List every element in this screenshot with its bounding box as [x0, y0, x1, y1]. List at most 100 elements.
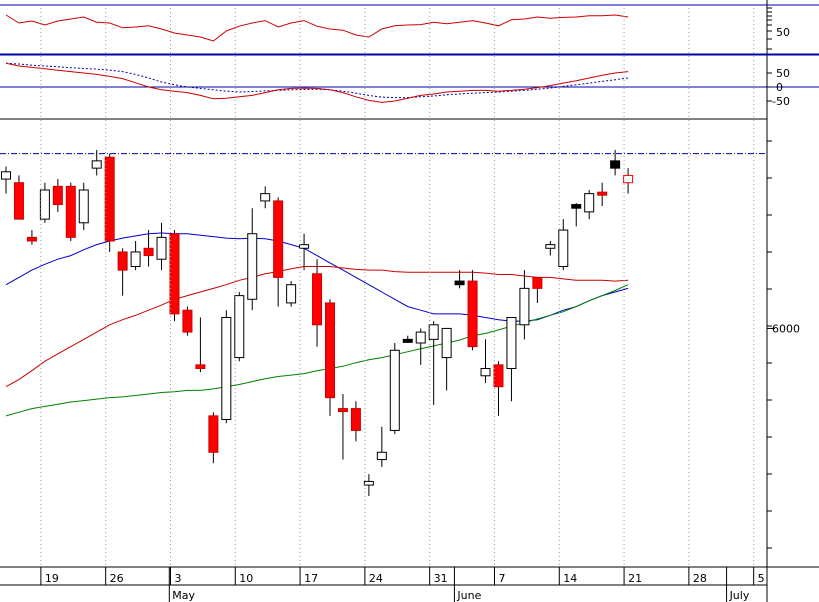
candle-body	[571, 204, 582, 209]
candle-body	[39, 189, 50, 220]
day-tick-label: 28	[693, 572, 707, 585]
candle-body	[467, 280, 478, 348]
candle-body	[247, 233, 258, 300]
mid-panel-tick-label: 0	[776, 81, 783, 94]
day-tick-label: 31	[434, 572, 448, 585]
candle	[247, 208, 258, 311]
candle-body	[558, 229, 569, 267]
mid-panel-tick-label: 50	[776, 67, 790, 80]
candle	[402, 335, 413, 343]
candle	[208, 412, 219, 464]
candle	[441, 327, 452, 391]
day-tick-label: 21	[628, 572, 642, 585]
day-tick-label: 7	[498, 572, 505, 585]
candle-body	[506, 317, 517, 369]
candle-body	[532, 276, 543, 289]
candle	[91, 149, 102, 176]
candle-body	[260, 193, 271, 202]
candle-body	[104, 156, 115, 242]
candle-body	[480, 368, 491, 377]
candle	[169, 230, 180, 322]
candle-body	[519, 287, 530, 326]
candle-body	[325, 302, 335, 399]
candle-body	[91, 160, 102, 169]
month-label: May	[172, 589, 195, 602]
candle	[454, 270, 465, 289]
candle-body	[299, 244, 310, 249]
candle	[130, 241, 141, 271]
candle-body	[428, 324, 439, 340]
candle	[117, 248, 128, 296]
candle	[337, 394, 348, 460]
day-tick-label: 10	[239, 572, 253, 585]
candle-body	[221, 317, 232, 420]
mid-oscillator-line	[5, 62, 629, 103]
month-label: July	[729, 589, 750, 602]
day-tick-label: 17	[304, 572, 318, 585]
candle	[273, 197, 284, 307]
candle-body	[286, 284, 297, 304]
candle-body	[493, 364, 504, 388]
candle-body	[376, 451, 387, 461]
top-oscillator-line	[5, 14, 629, 42]
candle-body	[52, 185, 63, 206]
candle	[143, 230, 154, 267]
candle-body	[337, 408, 348, 413]
candle	[299, 233, 310, 271]
candle	[597, 182, 608, 207]
candle-body	[402, 338, 413, 343]
candle	[415, 328, 426, 365]
candle	[182, 306, 193, 336]
candle-body	[65, 185, 76, 238]
candle	[1, 166, 11, 194]
candle	[363, 474, 374, 496]
candle	[480, 339, 491, 384]
candle	[532, 276, 543, 303]
candle	[260, 186, 271, 209]
candle	[389, 343, 400, 435]
candle	[104, 153, 115, 252]
day-tick-label: 5	[758, 572, 765, 585]
candle-body	[597, 191, 608, 196]
candle-body	[545, 244, 556, 249]
candle-body	[143, 247, 154, 257]
candle	[519, 270, 530, 340]
candle-body	[234, 295, 245, 359]
month-label: June	[456, 589, 481, 602]
candle-body	[195, 364, 206, 370]
candle-body	[415, 331, 426, 344]
candle-body	[130, 251, 141, 268]
candle-body	[1, 171, 11, 180]
candle-body	[441, 327, 452, 359]
day-tick-label: 3	[174, 572, 181, 585]
candle	[65, 182, 76, 241]
day-tick-label: 19	[45, 572, 59, 585]
candle-body	[156, 236, 167, 260]
candle	[610, 149, 621, 176]
candle-body	[610, 160, 621, 169]
candle	[78, 182, 89, 231]
candle	[376, 426, 387, 467]
candle	[195, 317, 206, 373]
candle-body	[350, 408, 361, 431]
candle-body	[584, 193, 595, 213]
candle	[493, 361, 504, 416]
candle-body	[363, 480, 374, 486]
day-tick-label: 24	[369, 572, 383, 585]
candle-body	[312, 273, 323, 326]
candle-body	[208, 415, 219, 453]
candle-body	[169, 233, 180, 315]
candle	[623, 168, 634, 194]
candle	[234, 292, 245, 362]
candle	[312, 259, 323, 347]
day-tick-label: 26	[110, 572, 124, 585]
candle	[156, 222, 167, 271]
candle-body	[454, 280, 465, 286]
candle	[467, 270, 478, 351]
candle	[286, 281, 297, 307]
candle	[545, 241, 556, 256]
candle-body	[623, 174, 634, 184]
candle-body	[273, 200, 284, 278]
